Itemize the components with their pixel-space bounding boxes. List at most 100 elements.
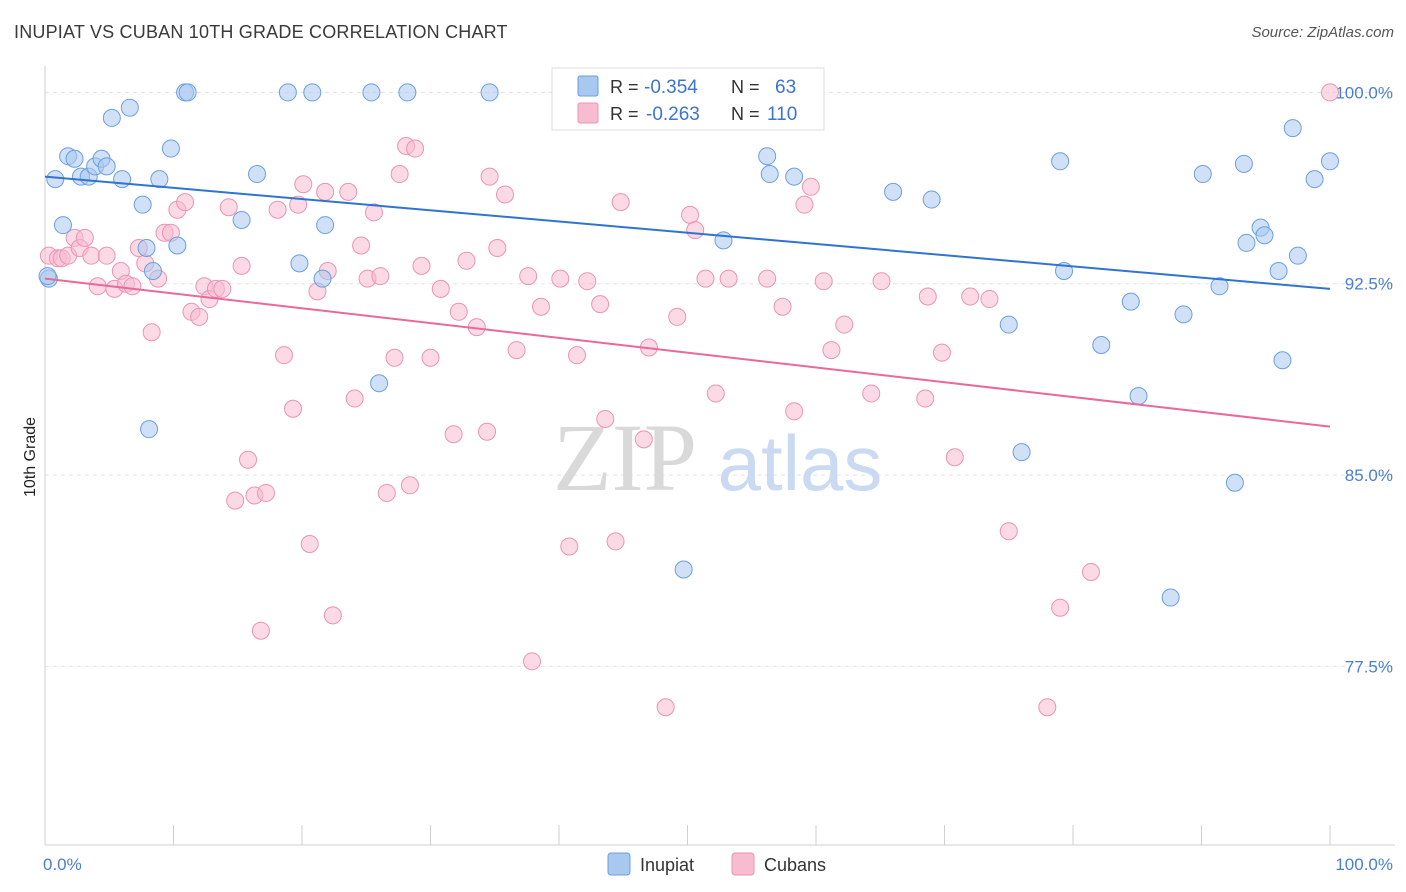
data-point-cubans	[532, 297, 551, 316]
data-point-cubans	[785, 402, 804, 421]
x-tick-label: 100.0%	[1335, 855, 1393, 874]
data-point-cubans	[478, 422, 497, 441]
data-point-cubans	[999, 522, 1018, 541]
data-point-cubans	[421, 348, 440, 367]
data-point-cubans	[406, 139, 425, 158]
data-point-cubans	[339, 182, 358, 201]
data-point-cubans	[916, 389, 935, 408]
data-point-cubans	[686, 221, 705, 240]
data-point-cubans	[176, 193, 195, 212]
data-point-cubans	[872, 272, 891, 291]
data-point-cubans	[1321, 83, 1339, 102]
data-point-inupiat	[785, 167, 804, 186]
data-point-inupiat	[133, 195, 152, 214]
trend-line-inupiat	[44, 175, 1331, 290]
x-tick-label: 0.0%	[43, 855, 82, 874]
data-point-inupiat	[1012, 443, 1031, 462]
data-point-cubans	[97, 246, 116, 265]
legend-n-value-cubans: 110	[767, 104, 797, 125]
data-point-cubans	[496, 185, 515, 204]
data-point-inupiat	[290, 254, 309, 273]
legend: R = -0.354 N = 63 R = -0.263 N = 110	[551, 67, 825, 131]
data-point-cubans	[758, 269, 777, 288]
data-point-cubans	[696, 269, 715, 288]
chart-title: INUPIAT VS CUBAN 10TH GRADE CORRELATION …	[14, 22, 508, 42]
watermark-zip: ZIP	[553, 404, 697, 511]
data-point-cubans	[275, 346, 294, 365]
bottom-legend-swatch-cubans	[731, 852, 755, 876]
y-tick-label: 100.0%	[1335, 83, 1393, 102]
data-point-cubans	[814, 272, 833, 291]
data-point-inupiat	[1288, 246, 1307, 265]
bottom-legend-swatch-inupiat	[607, 852, 631, 876]
data-point-inupiat	[137, 239, 156, 258]
data-point-inupiat	[370, 374, 389, 393]
data-point-cubans	[1081, 563, 1100, 582]
data-point-cubans	[507, 341, 526, 360]
legend-r-label-inupiat: R =	[610, 77, 639, 97]
data-point-cubans	[213, 279, 232, 298]
watermark: ZIP atlas	[553, 404, 882, 511]
data-point-inupiat	[168, 236, 187, 255]
data-point-inupiat	[113, 170, 132, 189]
data-point-inupiat	[1051, 152, 1070, 171]
data-point-inupiat	[232, 210, 251, 229]
data-point-inupiat	[150, 170, 169, 189]
data-point-cubans	[773, 297, 792, 316]
data-point-cubans	[681, 205, 700, 224]
data-point-cubans	[377, 483, 396, 502]
data-point-cubans	[918, 287, 937, 306]
data-point-cubans	[523, 652, 542, 671]
data-point-cubans	[835, 315, 854, 334]
data-point-cubans	[123, 277, 142, 296]
y-tick-label: 92.5%	[1345, 275, 1393, 294]
data-point-inupiat	[1210, 277, 1229, 296]
data-point-cubans	[385, 348, 404, 367]
data-point-inupiat	[1193, 165, 1212, 184]
bottom-legend-label-inupiat: Inupiat	[640, 855, 694, 875]
data-point-cubans	[961, 287, 980, 306]
data-point-inupiat	[303, 83, 322, 102]
data-point-cubans	[634, 430, 653, 449]
data-point-inupiat	[143, 261, 162, 280]
data-point-inupiat	[65, 149, 84, 168]
data-point-cubans	[611, 193, 630, 212]
data-point-cubans	[980, 290, 999, 309]
data-point-cubans	[719, 269, 738, 288]
data-point-inupiat	[480, 83, 499, 102]
data-point-cubans	[364, 203, 383, 222]
data-point-cubans	[251, 621, 270, 640]
data-point-cubans	[1051, 598, 1070, 617]
watermark-atlas: atlas	[718, 419, 883, 507]
data-point-inupiat	[248, 165, 267, 184]
data-point-cubans	[578, 272, 597, 291]
data-point-cubans	[400, 476, 419, 495]
data-point-cubans	[219, 198, 238, 217]
data-point-cubans	[431, 279, 450, 298]
data-point-cubans	[822, 341, 841, 360]
data-point-inupiat	[884, 182, 903, 201]
data-point-cubans	[480, 167, 499, 186]
data-point-cubans	[488, 239, 507, 258]
data-point-cubans	[190, 307, 209, 326]
data-point-cubans	[82, 246, 101, 265]
legend-r-value-cubans: -0.263	[646, 104, 700, 125]
y-tick-label: 77.5%	[1345, 657, 1393, 676]
data-point-inupiat	[102, 108, 121, 127]
data-point-inupiat	[1161, 588, 1180, 607]
data-point-cubans	[257, 483, 276, 502]
data-point-cubans	[142, 323, 161, 342]
data-point-cubans	[352, 236, 371, 255]
data-point-cubans	[449, 302, 468, 321]
data-point-cubans	[444, 425, 463, 444]
data-point-inupiat	[1234, 154, 1253, 173]
data-point-inupiat	[1129, 386, 1148, 405]
data-point-cubans	[232, 256, 251, 275]
data-point-cubans	[519, 267, 538, 286]
data-point-cubans	[371, 267, 390, 286]
data-point-inupiat	[278, 83, 297, 102]
data-point-inupiat	[1237, 233, 1256, 252]
data-point-cubans	[239, 450, 258, 469]
legend-swatch-inupiat	[577, 75, 599, 97]
